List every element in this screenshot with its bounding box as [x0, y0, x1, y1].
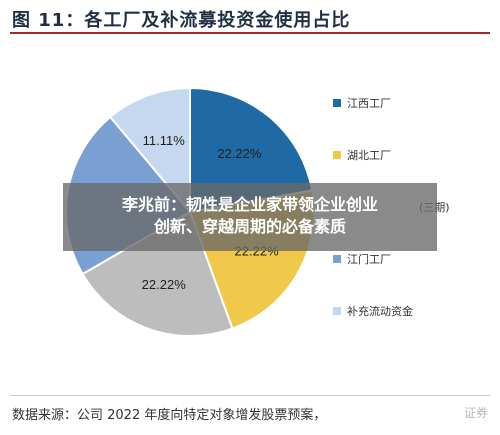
pie-slice-0: [189, 86, 314, 214]
legend-label-4: 补充流动资金: [347, 305, 413, 318]
legend-item-4: 补充流动资金: [333, 304, 413, 318]
legend-label-3: 江门工厂: [347, 253, 391, 266]
legend-swatch-3: [333, 255, 341, 263]
legend-swatch-4: [333, 307, 341, 315]
pie-data-label-4: 11.11%: [143, 133, 186, 148]
pie-data-label-0: 22.22%: [217, 146, 262, 161]
legend-label-1: 湖北工厂: [347, 149, 391, 162]
legend-label-0: 江西工厂: [347, 97, 391, 110]
headline-line-1: 李兆前：韧性是企业家带领企业创业: [121, 195, 378, 214]
headline-overlay: 李兆前：韧性是企业家带领企业创业 创新、穿越周期的必备素质: [63, 183, 437, 251]
legend-swatch-0: [333, 99, 341, 107]
legend-item-0: 江西工厂: [333, 96, 391, 110]
source-note: 数据来源：公司 2022 年度向特定对象增发股票预案，: [12, 408, 327, 423]
chart-title: 图 11：各工厂及补流募投资金使用占比: [12, 10, 351, 31]
legend-item-1: 湖北工厂: [333, 148, 391, 162]
title-rule: [10, 32, 490, 34]
pie-data-label-2: 22.22%: [142, 277, 187, 292]
footer-rule: [10, 395, 490, 396]
legend-item-3: 江门工厂: [333, 252, 391, 266]
headline-line-2: 创新、穿越周期的必备素质: [153, 217, 346, 236]
watermark-text: 证券: [463, 406, 488, 420]
pie-slice-4: [108, 86, 191, 215]
legend-swatch-1: [333, 151, 341, 159]
